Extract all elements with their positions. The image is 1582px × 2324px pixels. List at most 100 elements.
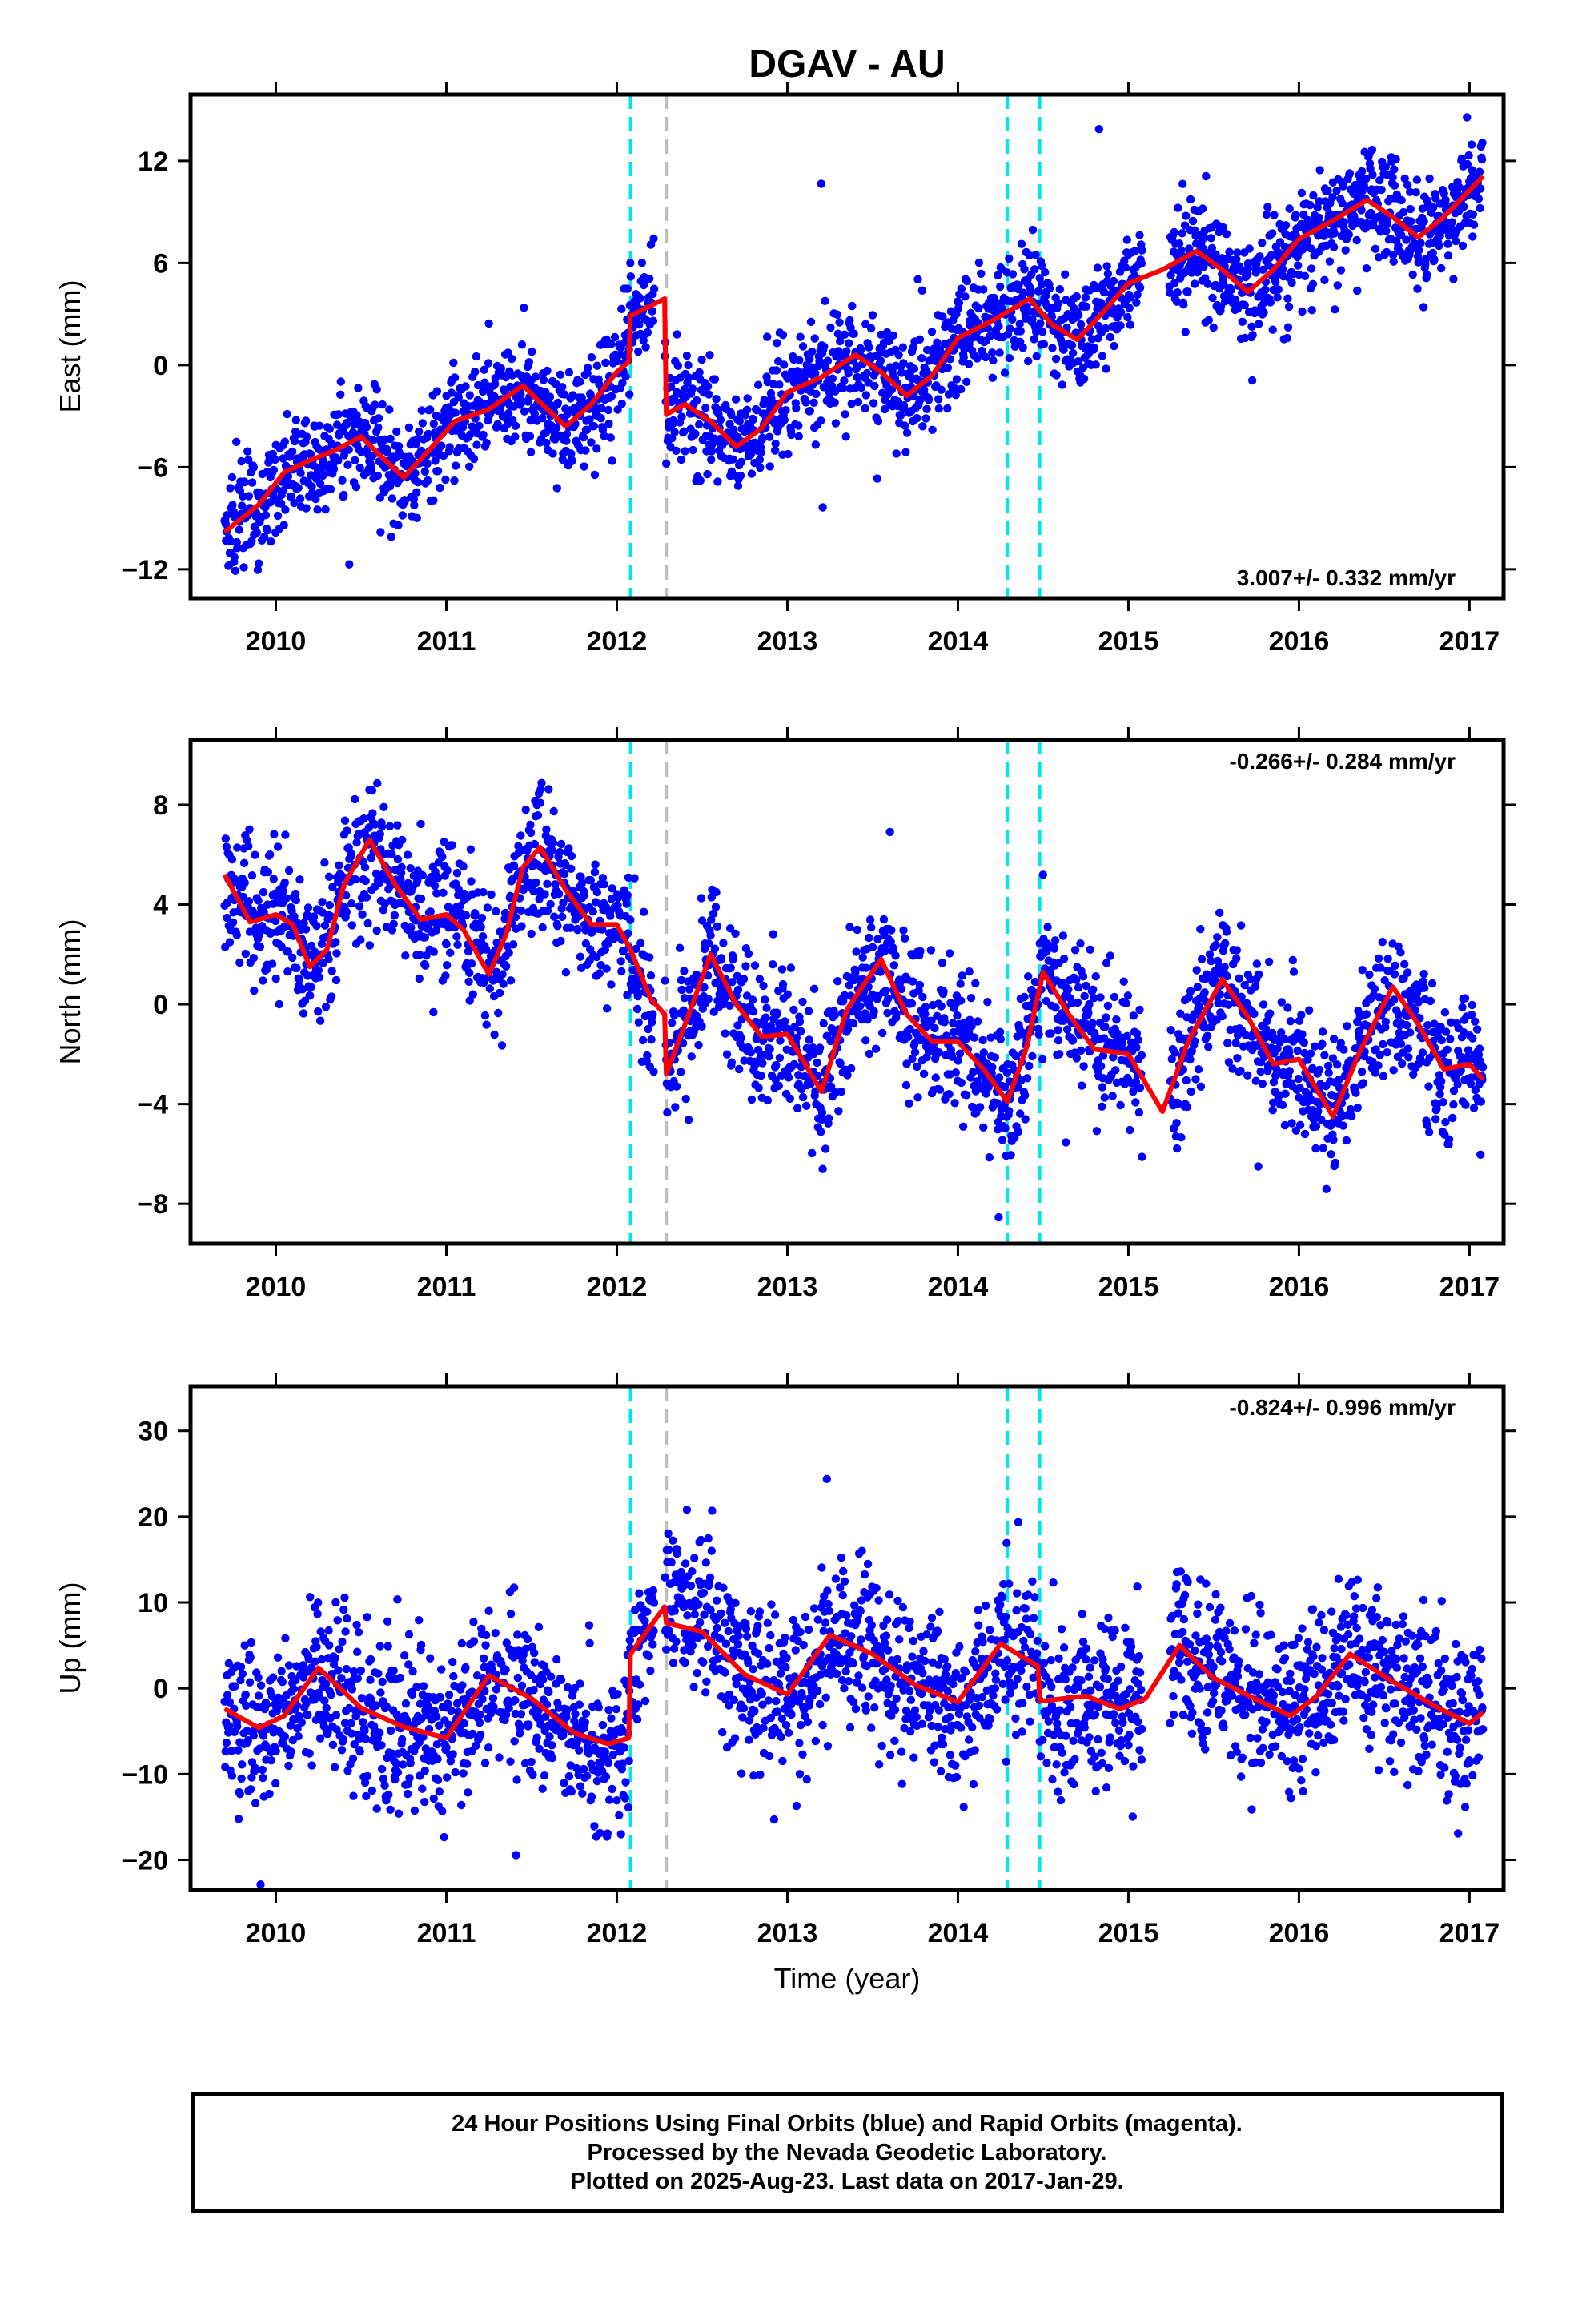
east-data-point (315, 479, 325, 489)
up-data-point (256, 1681, 266, 1690)
north-data-point (546, 899, 555, 909)
east-data-point (1091, 360, 1100, 369)
east-data-point (961, 292, 970, 301)
east-data-point (735, 416, 744, 426)
east-data-point (226, 484, 235, 493)
north-data-point (777, 965, 787, 974)
north-data-point (843, 1071, 852, 1080)
north-data-point (477, 914, 487, 923)
north-data-point (931, 1073, 940, 1082)
east-data-point (579, 433, 588, 442)
east-data-point (731, 395, 741, 404)
north-data-point (797, 1027, 805, 1036)
east-data-point (1474, 195, 1484, 203)
north-data-point (494, 1008, 503, 1018)
north-data-point (280, 878, 289, 887)
east-data-point (617, 399, 626, 408)
east-data-point (1352, 235, 1361, 245)
east-data-point (1262, 210, 1271, 219)
north-data-point (581, 939, 591, 948)
east-data-point (596, 414, 605, 423)
north-data-point (1182, 1102, 1192, 1112)
east-data-point (252, 528, 261, 537)
east-data-point (697, 355, 706, 364)
north-data-point (633, 991, 642, 1001)
east-data-point (1273, 293, 1282, 302)
up-data-point (236, 1663, 246, 1671)
north-data-point (1289, 967, 1299, 976)
east-data-point (303, 432, 311, 441)
east-data-point (781, 406, 790, 415)
east-data-point (301, 416, 311, 425)
north-data-point (1112, 1015, 1121, 1024)
north-data-point (793, 1104, 802, 1113)
east-data-point (362, 423, 371, 432)
north-data-point (630, 874, 639, 883)
east-data-point (826, 323, 835, 332)
east-data-point (780, 360, 789, 369)
east-data-point (918, 422, 927, 431)
north-data-point (283, 967, 292, 976)
east-data-point (1396, 231, 1406, 239)
east-data-point (548, 449, 557, 458)
east-data-point (1389, 251, 1398, 259)
north-data-point (1419, 977, 1427, 986)
east-data-point (1243, 270, 1252, 279)
north-data-point (1353, 1103, 1363, 1112)
north-data-point (379, 802, 388, 811)
north-data-point (1076, 1046, 1086, 1055)
north-data-point (379, 906, 388, 915)
north-data-point (975, 1103, 985, 1112)
east-data-point (1300, 271, 1310, 280)
north-data-point (761, 1013, 770, 1022)
east-data-point (821, 296, 829, 305)
north-data-point (495, 988, 504, 998)
north-data-point (1293, 1046, 1302, 1055)
east-data-point (1034, 287, 1043, 296)
north-data-point (1068, 1035, 1078, 1045)
north-data-point (1196, 1082, 1206, 1092)
north-data-point (1476, 1097, 1486, 1106)
east-data-point (318, 471, 327, 480)
east-data-point (962, 377, 971, 386)
north-data-point (1079, 1062, 1088, 1071)
east-data-point (1051, 354, 1061, 364)
east-data-point (954, 298, 964, 308)
north-data-point (915, 980, 925, 990)
east-data-point (925, 356, 934, 365)
north-data-point (1106, 951, 1115, 960)
north-data-point (644, 1024, 652, 1034)
east-data-point (1020, 265, 1029, 274)
north-data-point (576, 872, 585, 881)
north-data-point (509, 862, 519, 870)
north-data-point (908, 1055, 917, 1063)
east-data-point (537, 413, 547, 423)
north-data-point (885, 827, 894, 837)
north-data-point (497, 1041, 507, 1050)
east-data-point (1170, 279, 1179, 287)
east-data-point (1339, 218, 1349, 227)
east-data-point (1074, 357, 1082, 366)
east-data-point (1106, 332, 1115, 342)
east-data-point (763, 332, 772, 341)
east-data-point (845, 316, 854, 325)
east-data-point (1263, 203, 1272, 211)
east-data-point (765, 432, 774, 441)
east-data-point (885, 336, 893, 346)
north-x-tick-label: 2010 (246, 1272, 307, 1302)
north-data-point (731, 929, 740, 939)
north-data-point (713, 922, 721, 931)
up-data-points (220, 1474, 1488, 1889)
north-x-tick-label: 2014 (928, 1272, 989, 1302)
north-data-point (1378, 938, 1387, 947)
east-data-point (1367, 208, 1375, 218)
east-data-point (756, 463, 765, 472)
north-data-point (465, 996, 474, 1005)
east-data-point (1232, 255, 1241, 263)
north-data-point (271, 974, 280, 983)
east-data-point (957, 284, 966, 293)
north-data-point (971, 979, 980, 988)
north-data-point (883, 1008, 892, 1018)
north-data-point (277, 943, 286, 951)
east-data-point (374, 414, 383, 423)
